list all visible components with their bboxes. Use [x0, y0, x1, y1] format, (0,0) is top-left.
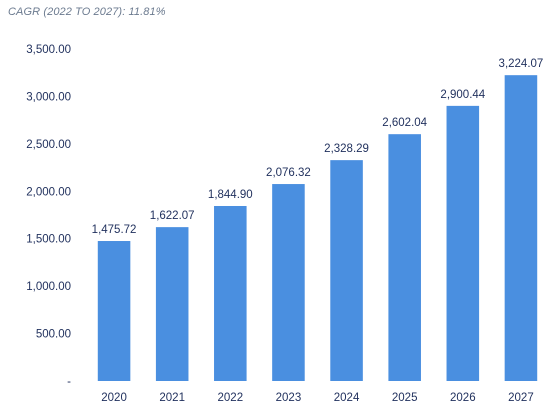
bar-2024: [330, 160, 363, 381]
y-tick-label: 1,000.00: [26, 281, 71, 293]
data-labels-group: 1,475.72 1,622.07 1,844.90 2,076.32 2,328.29…: [92, 58, 544, 236]
x-tick-label: 2021: [159, 392, 185, 404]
y-tick-label: 500.00: [36, 329, 71, 341]
bar-2020: [97, 241, 131, 381]
y-tick-label: -: [67, 376, 71, 388]
bar-2026: [446, 105, 480, 381]
y-tick-label: 2,000.00: [26, 186, 71, 198]
y-axis: - 500.00 1,000.00 1,500.00 2,000.00 2,500.00 3…: [26, 44, 71, 388]
x-tick-label: 2026: [450, 392, 476, 404]
bar-2027: [504, 75, 538, 381]
y-tick-label: 3,000.00: [26, 91, 71, 103]
x-tick-label: 2024: [334, 392, 360, 404]
y-tick-label: 2,500.00: [26, 139, 71, 151]
x-tick-label: 2027: [508, 392, 534, 404]
x-axis: 2020 2021 2022 2023 2024 2025 2026 2027: [101, 392, 533, 404]
x-tick-label: 2022: [218, 392, 244, 404]
data-label-2021: 1,622.07: [150, 210, 195, 222]
bar-2025: [388, 134, 421, 381]
data-label-2020: 1,475.72: [92, 224, 137, 236]
x-tick-label: 2023: [276, 392, 302, 404]
x-tick-label: 2025: [392, 392, 418, 404]
bar-2021: [155, 227, 189, 381]
data-label-2023: 2,076.32: [266, 167, 311, 179]
cagr-subtitle: CAGR (2022 TO 2027): 11.81%: [8, 6, 166, 18]
data-label-2025: 2,602.04: [382, 117, 427, 129]
data-label-2022: 1,844.90: [208, 189, 253, 201]
x-tick-label: 2020: [101, 392, 127, 404]
bars-group: [97, 75, 538, 381]
y-tick-label: 3,500.00: [26, 44, 71, 56]
data-label-2024: 2,328.29: [324, 143, 369, 155]
data-label-2027: 3,224.07: [499, 58, 544, 70]
y-tick-label: 1,500.00: [26, 234, 71, 246]
bar-2022: [214, 205, 247, 381]
bar-2023: [272, 184, 305, 381]
data-label-2026: 2,900.44: [440, 89, 485, 101]
